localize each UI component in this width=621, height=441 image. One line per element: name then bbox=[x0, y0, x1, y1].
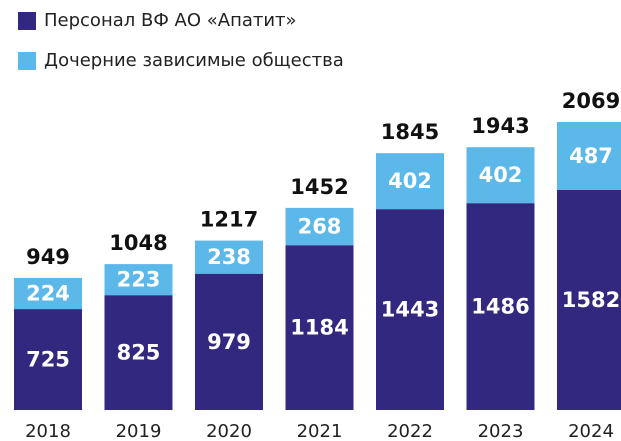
value-label: 979 bbox=[207, 330, 251, 354]
bar-segment bbox=[376, 153, 444, 210]
value-label: 725 bbox=[26, 348, 70, 372]
legend-swatch bbox=[18, 12, 36, 30]
bar-segment bbox=[14, 277, 82, 310]
total-label: 1048 bbox=[109, 231, 167, 255]
value-label: 402 bbox=[479, 163, 523, 187]
total-label: 2069 bbox=[562, 89, 620, 113]
x-tick-label: 2021 bbox=[297, 421, 343, 441]
x-tick-label: 2020 bbox=[206, 421, 252, 441]
legend-swatch bbox=[18, 52, 36, 70]
value-label: 1582 bbox=[562, 288, 620, 312]
bar-segment bbox=[557, 189, 621, 410]
value-label: 487 bbox=[569, 144, 613, 168]
bar-segment bbox=[285, 245, 354, 410]
total-label: 1943 bbox=[471, 114, 529, 138]
x-tick-label: 2019 bbox=[116, 421, 162, 441]
legend-label: Персонал ВФ АО «Апатит» bbox=[44, 10, 297, 31]
total-label: 1217 bbox=[200, 208, 258, 232]
total-label: 1452 bbox=[290, 175, 348, 199]
bar-segment bbox=[466, 147, 535, 204]
value-label: 238 bbox=[207, 245, 251, 269]
legend-label: Дочерние зависимые общества bbox=[44, 50, 344, 71]
total-label: 1845 bbox=[381, 120, 439, 144]
bar-segment bbox=[285, 207, 354, 246]
value-label: 223 bbox=[117, 268, 161, 292]
x-tick-label: 2022 bbox=[387, 421, 433, 441]
bar-segment bbox=[104, 264, 173, 296]
bar-segment bbox=[14, 309, 82, 410]
bar-segment bbox=[376, 209, 444, 410]
value-label: 1486 bbox=[471, 295, 529, 319]
bar-segment bbox=[557, 122, 621, 190]
value-label: 402 bbox=[388, 169, 432, 193]
bar-segment bbox=[195, 273, 263, 410]
value-label: 825 bbox=[117, 341, 161, 365]
value-label: 1443 bbox=[381, 298, 439, 322]
x-tick-label: 2023 bbox=[478, 421, 524, 441]
value-label: 1184 bbox=[290, 316, 348, 340]
bar-segment bbox=[466, 203, 535, 410]
x-tick-label: 2018 bbox=[25, 421, 71, 441]
value-label: 224 bbox=[26, 281, 70, 305]
value-label: 268 bbox=[298, 215, 342, 239]
bar-segment bbox=[104, 295, 173, 410]
total-label: 949 bbox=[26, 245, 70, 269]
x-tick-label: 2024 bbox=[568, 421, 614, 441]
bar-segment bbox=[195, 240, 263, 274]
